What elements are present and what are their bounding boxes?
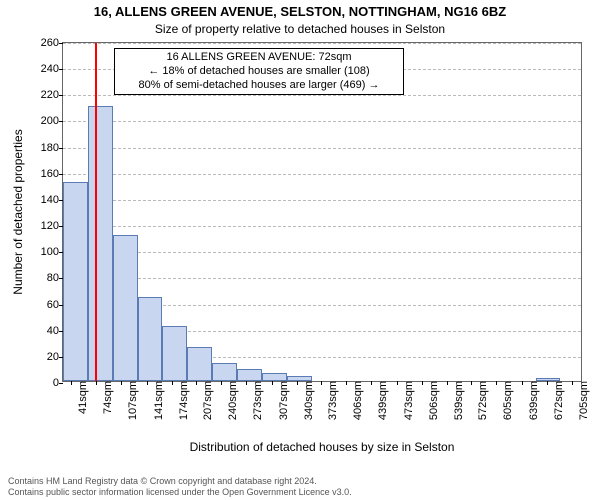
y-tick-label: 160 [41,168,63,180]
x-tick-label: 705sqm [572,381,590,420]
y-tick-label: 40 [47,325,63,337]
histogram-bar [212,363,237,381]
grid-line [63,252,581,253]
x-tick-label: 307sqm [272,381,290,420]
y-tick-label: 60 [47,299,63,311]
footer-line: Contains HM Land Registry data © Crown c… [8,476,352,487]
histogram-bar [162,326,187,381]
x-tick-label: 240sqm [221,381,239,420]
histogram-bar [187,347,212,381]
grid-line [63,95,581,96]
marker-line [95,43,97,381]
histogram-bar [262,373,287,381]
x-tick-label: 506sqm [422,381,440,420]
grid-line [63,226,581,227]
x-tick-label: 107sqm [121,381,139,420]
callout-line: ← 18% of detached houses are smaller (10… [119,65,399,79]
x-tick-label: 406sqm [346,381,364,420]
x-tick-label: 572sqm [471,381,489,420]
x-tick-label: 439sqm [371,381,389,420]
attribution-footer: Contains HM Land Registry data © Crown c… [8,476,352,498]
y-tick-label: 0 [53,377,63,389]
y-tick-label: 20 [47,351,63,363]
x-tick-label: 539sqm [447,381,465,420]
histogram-bar [113,235,138,381]
grid-line [63,278,581,279]
x-axis-label: Distribution of detached houses by size … [190,440,455,454]
y-tick-label: 120 [41,220,63,232]
x-tick-label: 340sqm [297,381,315,420]
y-tick-label: 180 [41,142,63,154]
y-tick-label: 240 [41,63,63,75]
y-tick-label: 140 [41,194,63,206]
x-tick-label: 174sqm [172,381,190,420]
histogram-bar [63,182,88,381]
x-tick-label: 74sqm [96,381,114,414]
x-tick-label: 273sqm [246,381,264,420]
x-tick-label: 639sqm [522,381,540,420]
y-tick-label: 100 [41,246,63,258]
y-tick-label: 200 [41,115,63,127]
grid-line [63,148,581,149]
histogram-bar [88,106,113,381]
histogram-bar [138,297,163,381]
grid-line [63,174,581,175]
callout-line: 16 ALLENS GREEN AVENUE: 72sqm [119,51,399,65]
x-tick-label: 605sqm [496,381,514,420]
chart-title: 16, ALLENS GREEN AVENUE, SELSTON, NOTTIN… [0,4,600,19]
y-tick-label: 220 [41,89,63,101]
grid-line [63,200,581,201]
x-tick-label: 672sqm [547,381,565,420]
callout-box: 16 ALLENS GREEN AVENUE: 72sqm← 18% of de… [114,48,404,95]
grid-line [63,43,581,44]
grid-line [63,121,581,122]
y-axis-label: Number of detached properties [11,129,25,294]
x-tick-label: 373sqm [321,381,339,420]
chart-subtitle: Size of property relative to detached ho… [0,22,600,36]
x-tick-label: 473sqm [397,381,415,420]
footer-line: Contains public sector information licen… [8,487,352,498]
x-tick-label: 141sqm [147,381,165,420]
callout-line: 80% of semi-detached houses are larger (… [119,79,399,93]
x-tick-label: 207sqm [196,381,214,420]
histogram-bar [237,369,262,381]
y-tick-label: 80 [47,272,63,284]
y-tick-label: 260 [41,37,63,49]
x-tick-label: 41sqm [71,381,89,414]
